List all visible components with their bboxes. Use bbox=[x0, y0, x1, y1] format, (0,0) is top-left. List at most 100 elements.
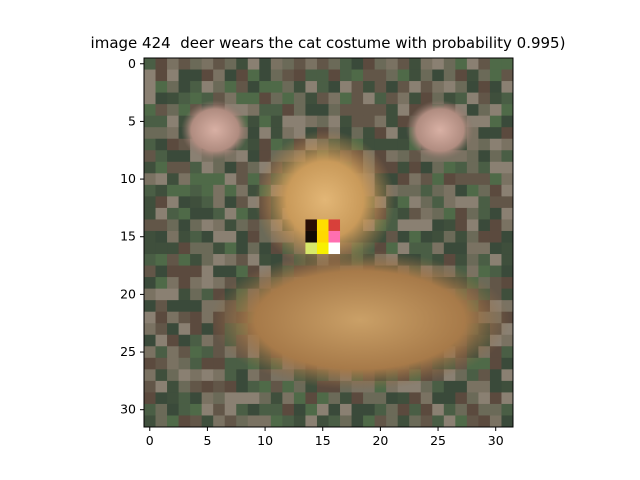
image-pixel bbox=[270, 115, 283, 128]
image-pixel bbox=[270, 92, 283, 105]
image-pixel bbox=[178, 369, 191, 382]
image-pixel bbox=[466, 207, 479, 220]
image-pixel bbox=[432, 81, 445, 93]
image-pixel bbox=[270, 392, 283, 405]
image-pixel bbox=[155, 230, 168, 243]
image-pixel bbox=[247, 69, 260, 82]
image-pixel bbox=[213, 357, 226, 370]
image-pixel bbox=[247, 254, 260, 266]
image-pixel bbox=[501, 92, 513, 105]
image-pixel bbox=[167, 184, 179, 197]
image-pixel bbox=[478, 265, 491, 278]
image-pixel bbox=[466, 104, 479, 117]
image-pixel bbox=[363, 127, 376, 140]
image-pixel bbox=[328, 69, 341, 82]
image-pixel bbox=[397, 150, 410, 163]
image-pixel bbox=[478, 138, 491, 151]
image-pixel bbox=[501, 230, 513, 243]
image-pixel bbox=[259, 58, 272, 70]
image-pixel bbox=[397, 58, 410, 70]
image-pixel bbox=[455, 150, 468, 163]
image-pixel bbox=[489, 392, 502, 405]
image-pixel bbox=[224, 254, 237, 266]
image-pixel bbox=[224, 207, 237, 220]
image-pixel bbox=[190, 58, 203, 70]
image-pixel bbox=[236, 69, 249, 82]
image-pixel bbox=[144, 219, 156, 232]
image-pixel bbox=[455, 392, 468, 405]
image-pixel bbox=[167, 403, 179, 416]
image-pixel bbox=[501, 58, 513, 70]
image-pixel bbox=[478, 392, 491, 405]
image-pixel bbox=[489, 277, 502, 290]
image-pixel bbox=[466, 369, 479, 382]
image-pixel bbox=[155, 173, 168, 186]
image-pixel bbox=[501, 403, 513, 416]
image-pixel bbox=[351, 127, 364, 140]
image-pixel bbox=[178, 323, 191, 336]
image-pixel bbox=[316, 69, 329, 82]
image-pixel bbox=[178, 138, 191, 151]
image-pixel bbox=[282, 92, 295, 105]
image-pixel bbox=[247, 81, 260, 93]
image-pixel bbox=[340, 392, 352, 405]
image-pixel bbox=[466, 265, 479, 278]
image-pixel bbox=[190, 254, 203, 266]
image-pixel bbox=[478, 219, 491, 232]
image-pixel bbox=[144, 334, 156, 347]
image-pixel bbox=[190, 161, 203, 174]
image-pixel bbox=[489, 92, 502, 105]
image-pixel bbox=[316, 392, 329, 405]
image-pixel bbox=[432, 219, 445, 232]
image-pixel bbox=[201, 254, 214, 266]
image-pixel bbox=[409, 81, 422, 93]
image-pixel bbox=[316, 415, 329, 427]
image-pixel bbox=[224, 392, 237, 405]
image-pixel bbox=[397, 392, 410, 405]
image-pixel bbox=[236, 265, 249, 278]
image-pixel bbox=[224, 219, 237, 232]
image-pixel bbox=[144, 254, 156, 266]
image-pixel bbox=[363, 81, 376, 93]
image-pixel bbox=[259, 392, 272, 405]
image-pixel bbox=[259, 138, 272, 151]
image-pixel bbox=[351, 69, 364, 82]
image-pixel bbox=[247, 184, 260, 197]
image-pixel bbox=[236, 254, 249, 266]
image-pixel bbox=[282, 403, 295, 416]
image-pixel bbox=[489, 230, 502, 243]
image-pixel bbox=[455, 81, 468, 93]
image-pixel bbox=[501, 254, 513, 266]
image-pixel bbox=[190, 403, 203, 416]
image-pixel bbox=[178, 230, 191, 243]
image-pixel bbox=[178, 81, 191, 93]
image-pixel bbox=[259, 104, 272, 117]
image-pixel bbox=[259, 92, 272, 105]
image-pixel bbox=[489, 219, 502, 232]
image-pixel bbox=[144, 392, 156, 405]
image-pixel bbox=[282, 115, 295, 128]
image-pixel bbox=[224, 196, 237, 209]
image-pixel bbox=[340, 115, 352, 128]
image-pixel bbox=[236, 392, 249, 405]
image-pixel bbox=[259, 69, 272, 82]
image-pixel bbox=[167, 58, 179, 70]
image-pixel bbox=[213, 81, 226, 93]
image-pixel bbox=[489, 357, 502, 370]
image-pixel bbox=[305, 81, 318, 93]
image-pixel bbox=[247, 115, 260, 128]
image-pixel bbox=[466, 230, 479, 243]
image-pixel bbox=[489, 150, 502, 163]
image-pixel bbox=[443, 392, 456, 405]
image-pixel bbox=[409, 58, 422, 70]
image-pixel bbox=[178, 92, 191, 105]
image-pixel bbox=[201, 207, 214, 220]
image-pixel bbox=[466, 254, 479, 266]
image-pixel bbox=[144, 288, 156, 301]
image-pixel bbox=[224, 369, 237, 382]
deer-face bbox=[255, 130, 395, 270]
image-pixel bbox=[386, 173, 399, 186]
image-pixel bbox=[190, 242, 203, 255]
image-pixel bbox=[282, 104, 295, 117]
image-pixel bbox=[213, 58, 226, 70]
